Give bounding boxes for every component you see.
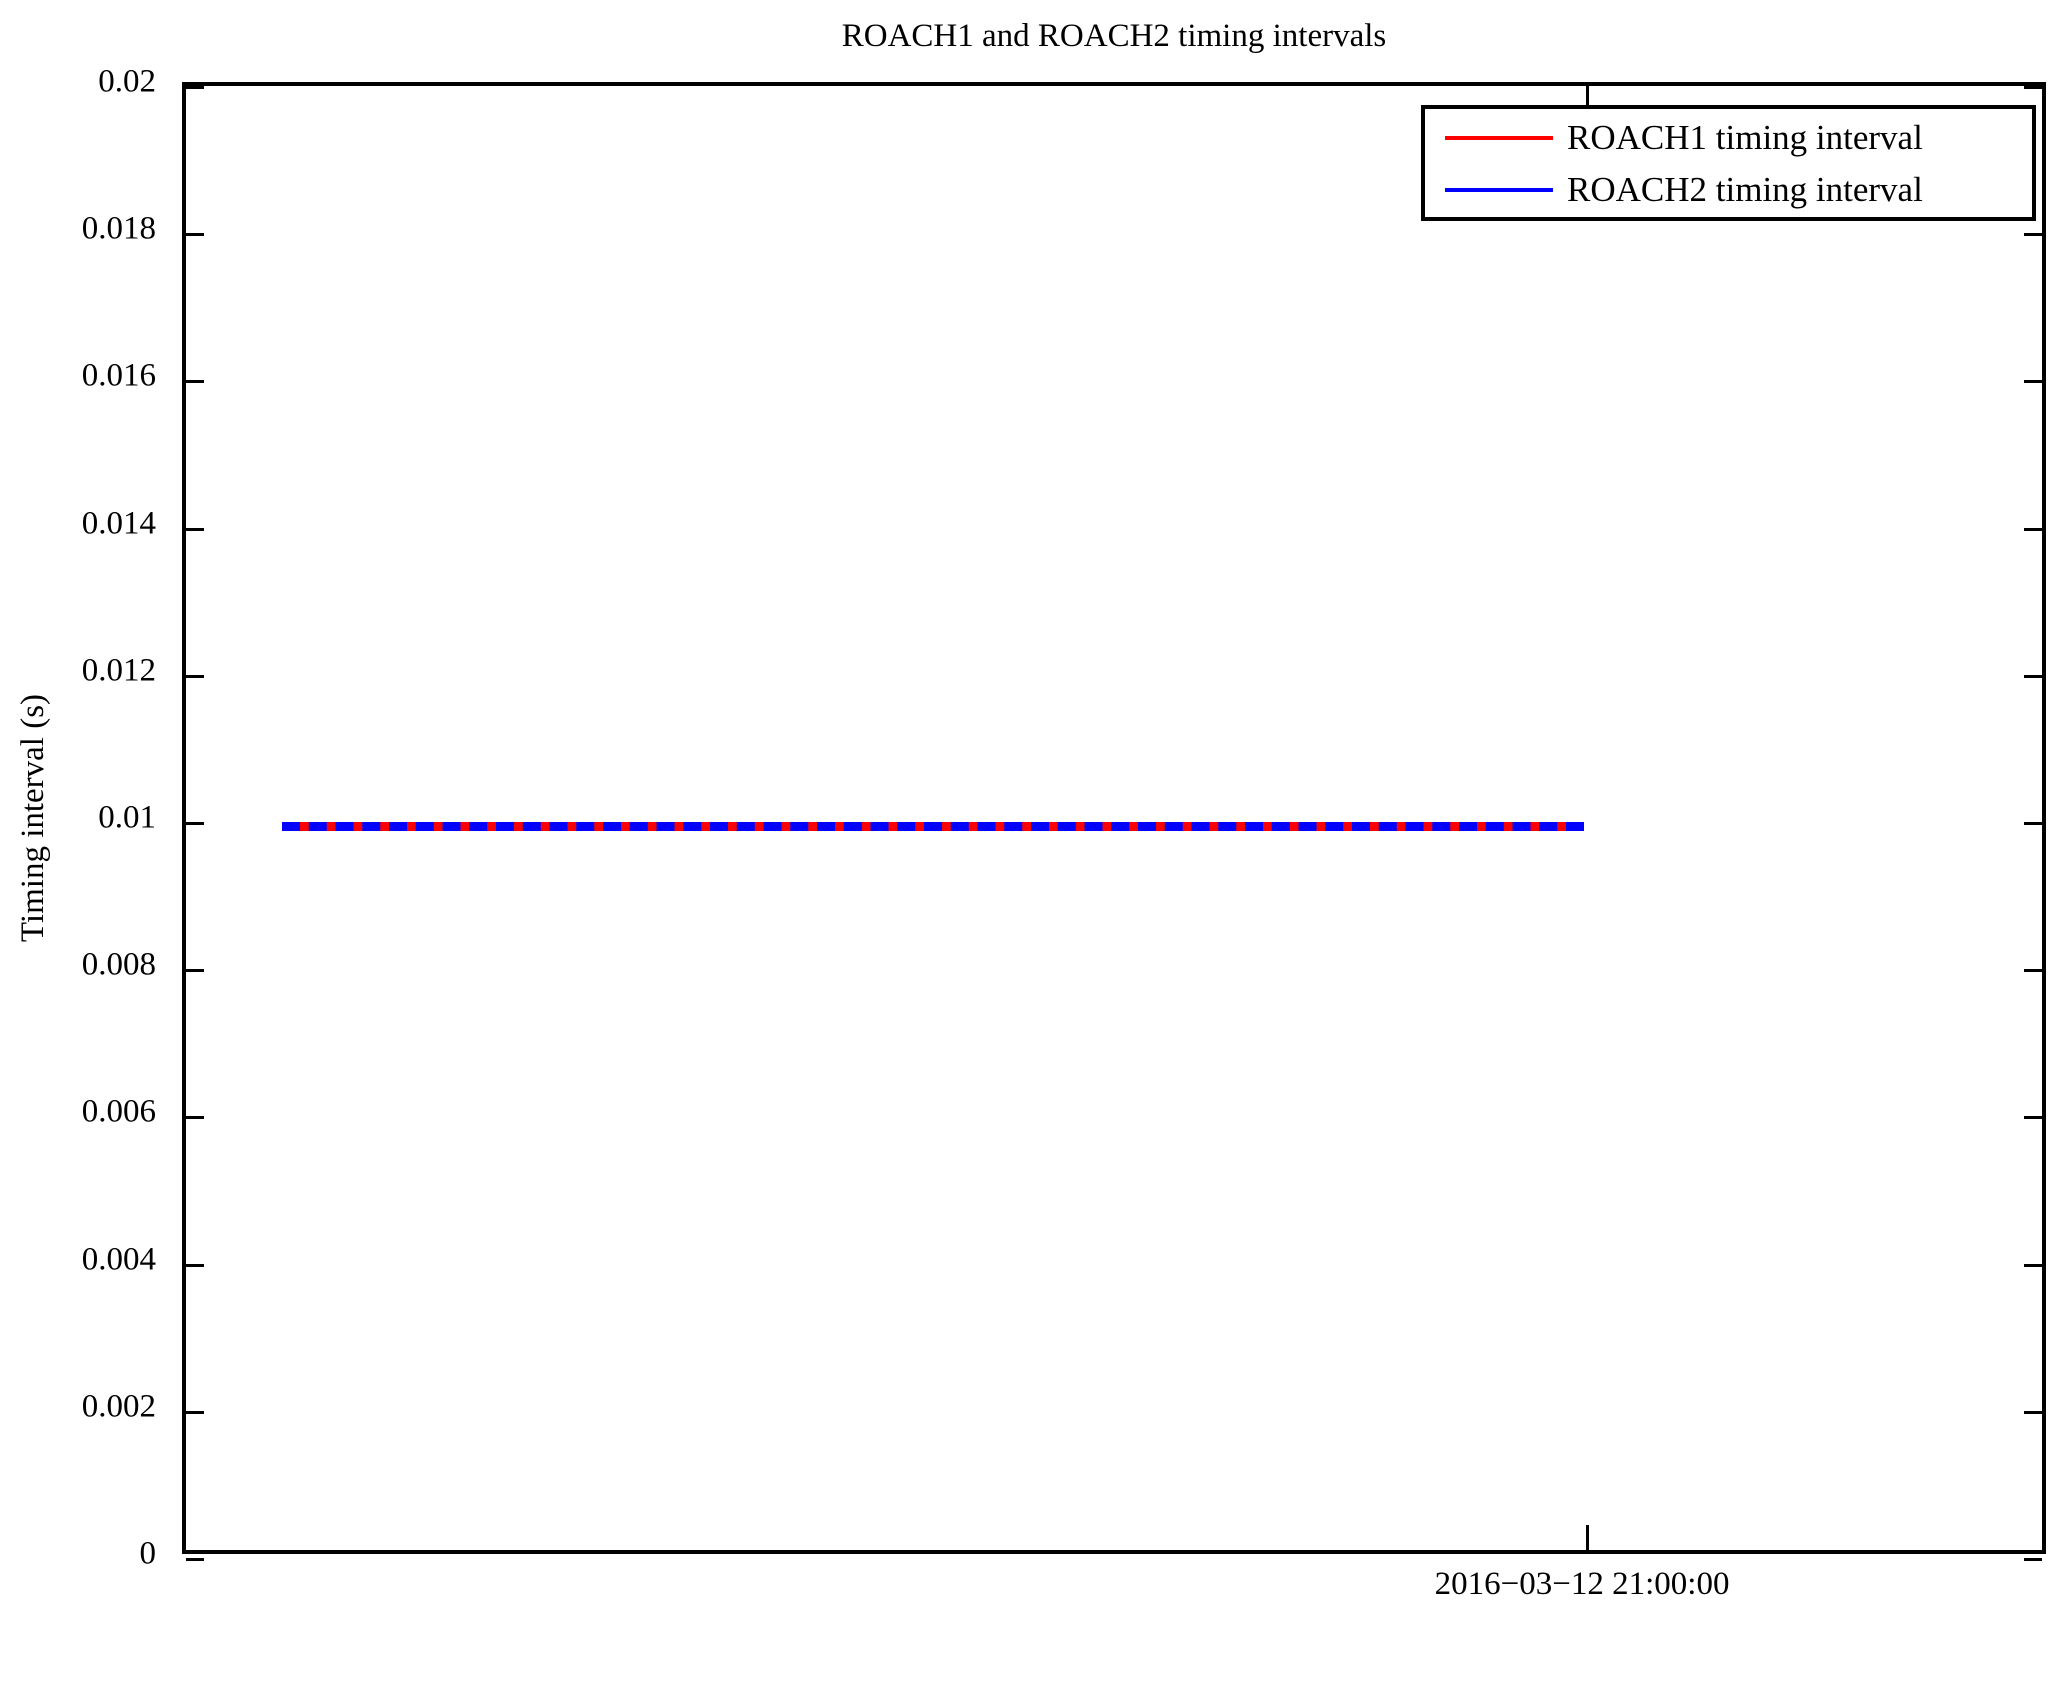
y-tick-label: 0.006 xyxy=(81,1093,156,1130)
y-tick-mark-right xyxy=(2024,233,2042,237)
y-tick-mark-right xyxy=(2024,1410,2042,1414)
legend-color-swatch-roach2 xyxy=(1445,188,1553,192)
legend-label-roach2: ROACH2 timing interval xyxy=(1567,170,1923,209)
y-tick-mark-left xyxy=(186,674,204,678)
x-tick-label: 2016−03−12 21:00:00 xyxy=(1434,1566,1730,1602)
legend: ROACH1 timing interval ROACH2 timing int… xyxy=(1421,105,2036,221)
y-tick-mark-left xyxy=(186,1116,204,1120)
y-tick-mark-right xyxy=(2024,1263,2042,1267)
legend-label-roach1: ROACH1 timing interval xyxy=(1567,118,1923,157)
x-axis-tick-labels: 2016−03−12 21:00:00 xyxy=(182,1562,2046,1612)
legend-color-swatch-roach1 xyxy=(1445,136,1553,140)
y-tick-mark-left xyxy=(186,233,204,237)
y-tick-mark-right xyxy=(2024,822,2042,825)
y-tick-label: 0.008 xyxy=(81,946,156,983)
y-tick-mark-right xyxy=(2024,1558,2042,1561)
data-series-roach2 xyxy=(281,822,1584,831)
legend-item-roach2: ROACH2 timing interval xyxy=(1425,163,2032,217)
y-tick-mark-right xyxy=(2024,527,2042,531)
y-tick-mark-right xyxy=(2024,1116,2042,1120)
y-tick-label: 0.01 xyxy=(98,799,156,836)
plot-area xyxy=(186,86,2042,1550)
y-tick-mark-left xyxy=(186,822,204,825)
plot-frame xyxy=(182,82,2046,1561)
y-tick-mark-right xyxy=(2024,674,2042,678)
y-tick-label: 0.016 xyxy=(81,357,156,394)
y-tick-label: 0.012 xyxy=(81,652,156,689)
y-tick-mark-left xyxy=(186,380,204,384)
legend-item-roach1: ROACH1 timing interval xyxy=(1425,111,2032,165)
y-tick-label: 0.02 xyxy=(98,63,156,100)
y-tick-mark-left xyxy=(186,527,204,531)
y-tick-label: 0.018 xyxy=(81,210,156,247)
page-title: ROACH1 and ROACH2 timing intervals xyxy=(841,18,1387,54)
y-tick-mark-right xyxy=(2024,380,2042,384)
y-tick-label: 0.002 xyxy=(81,1388,156,1425)
y-tick-mark-left xyxy=(186,86,204,89)
y-tick-mark-right xyxy=(2024,969,2042,973)
y-tick-mark-right xyxy=(2024,86,2042,89)
y-tick-label: 0.004 xyxy=(81,1241,156,1278)
y-tick-mark-left xyxy=(186,1558,204,1561)
y-tick-label: 0.014 xyxy=(81,505,156,542)
y-axis-tick-labels: 0 0.002 0.004 0.006 0.008 0.01 0.012 0.014 0.016… xyxy=(0,65,170,1570)
x-tick-mark-bottom xyxy=(1586,1525,1590,1550)
y-tick-mark-left xyxy=(186,1410,204,1414)
y-tick-mark-left xyxy=(186,1263,204,1267)
x-tick-mark-top xyxy=(1586,86,1590,111)
y-tick-mark-left xyxy=(186,969,204,973)
y-tick-label: 0 xyxy=(139,1535,157,1572)
